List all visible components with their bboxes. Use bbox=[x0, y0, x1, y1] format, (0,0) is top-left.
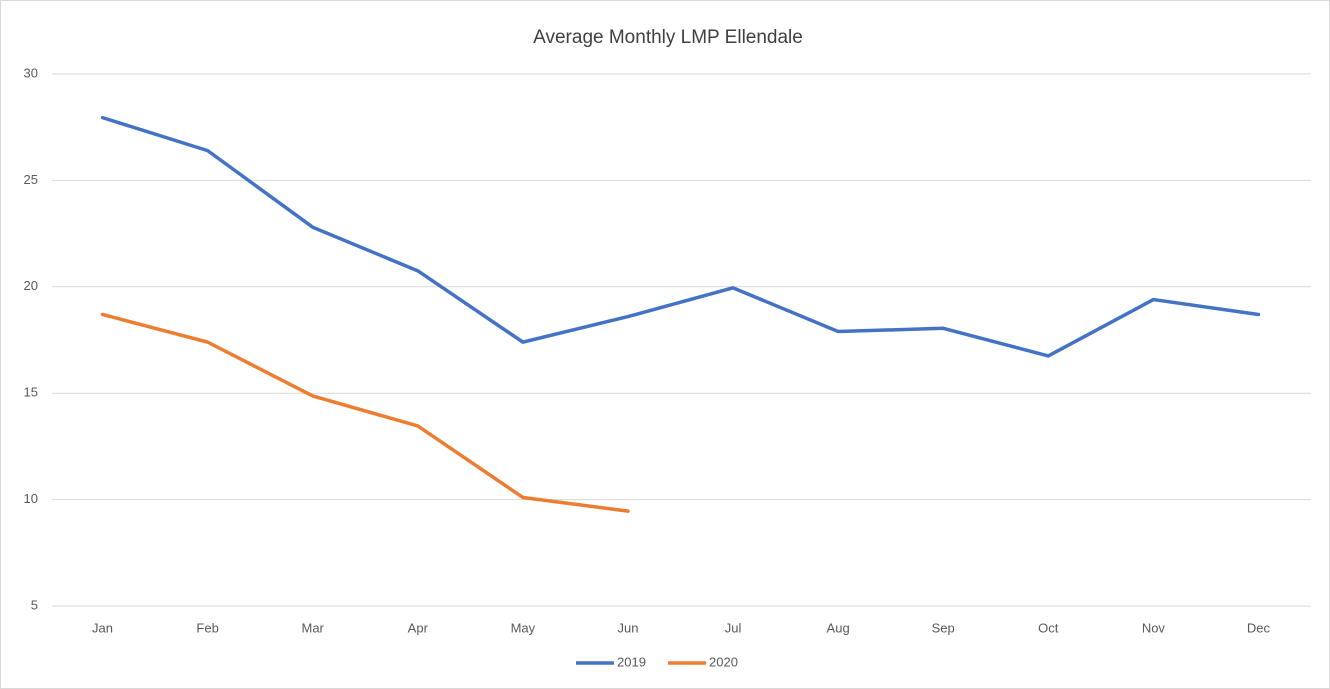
x-tick-label: Apr bbox=[408, 620, 429, 635]
y-tick-label: 20 bbox=[24, 278, 38, 293]
x-tick-label: Jul bbox=[725, 620, 742, 635]
x-tick-label: Jan bbox=[92, 620, 113, 635]
legend-label: 2020 bbox=[709, 654, 738, 669]
x-tick-label: Sep bbox=[932, 620, 955, 635]
x-tick-label: Oct bbox=[1038, 620, 1059, 635]
x-tick-label: Mar bbox=[302, 620, 325, 635]
x-tick-label: Jun bbox=[617, 620, 638, 635]
chart-title: Average Monthly LMP Ellendale bbox=[533, 27, 803, 48]
y-tick-label: 25 bbox=[24, 172, 38, 187]
x-tick-label: Feb bbox=[196, 620, 218, 635]
y-tick-label: 10 bbox=[24, 491, 38, 506]
x-tick-label: Aug bbox=[827, 620, 850, 635]
y-tick-label: 30 bbox=[24, 65, 38, 80]
y-tick-label: 5 bbox=[31, 597, 38, 612]
x-tick-label: Dec bbox=[1247, 620, 1271, 635]
series-line bbox=[100, 115, 1261, 358]
x-tick-label: May bbox=[511, 620, 536, 635]
series-line bbox=[100, 312, 630, 513]
y-tick-label: 15 bbox=[24, 385, 38, 400]
legend-label: 2019 bbox=[617, 654, 646, 669]
x-tick-label: Nov bbox=[1142, 620, 1166, 635]
